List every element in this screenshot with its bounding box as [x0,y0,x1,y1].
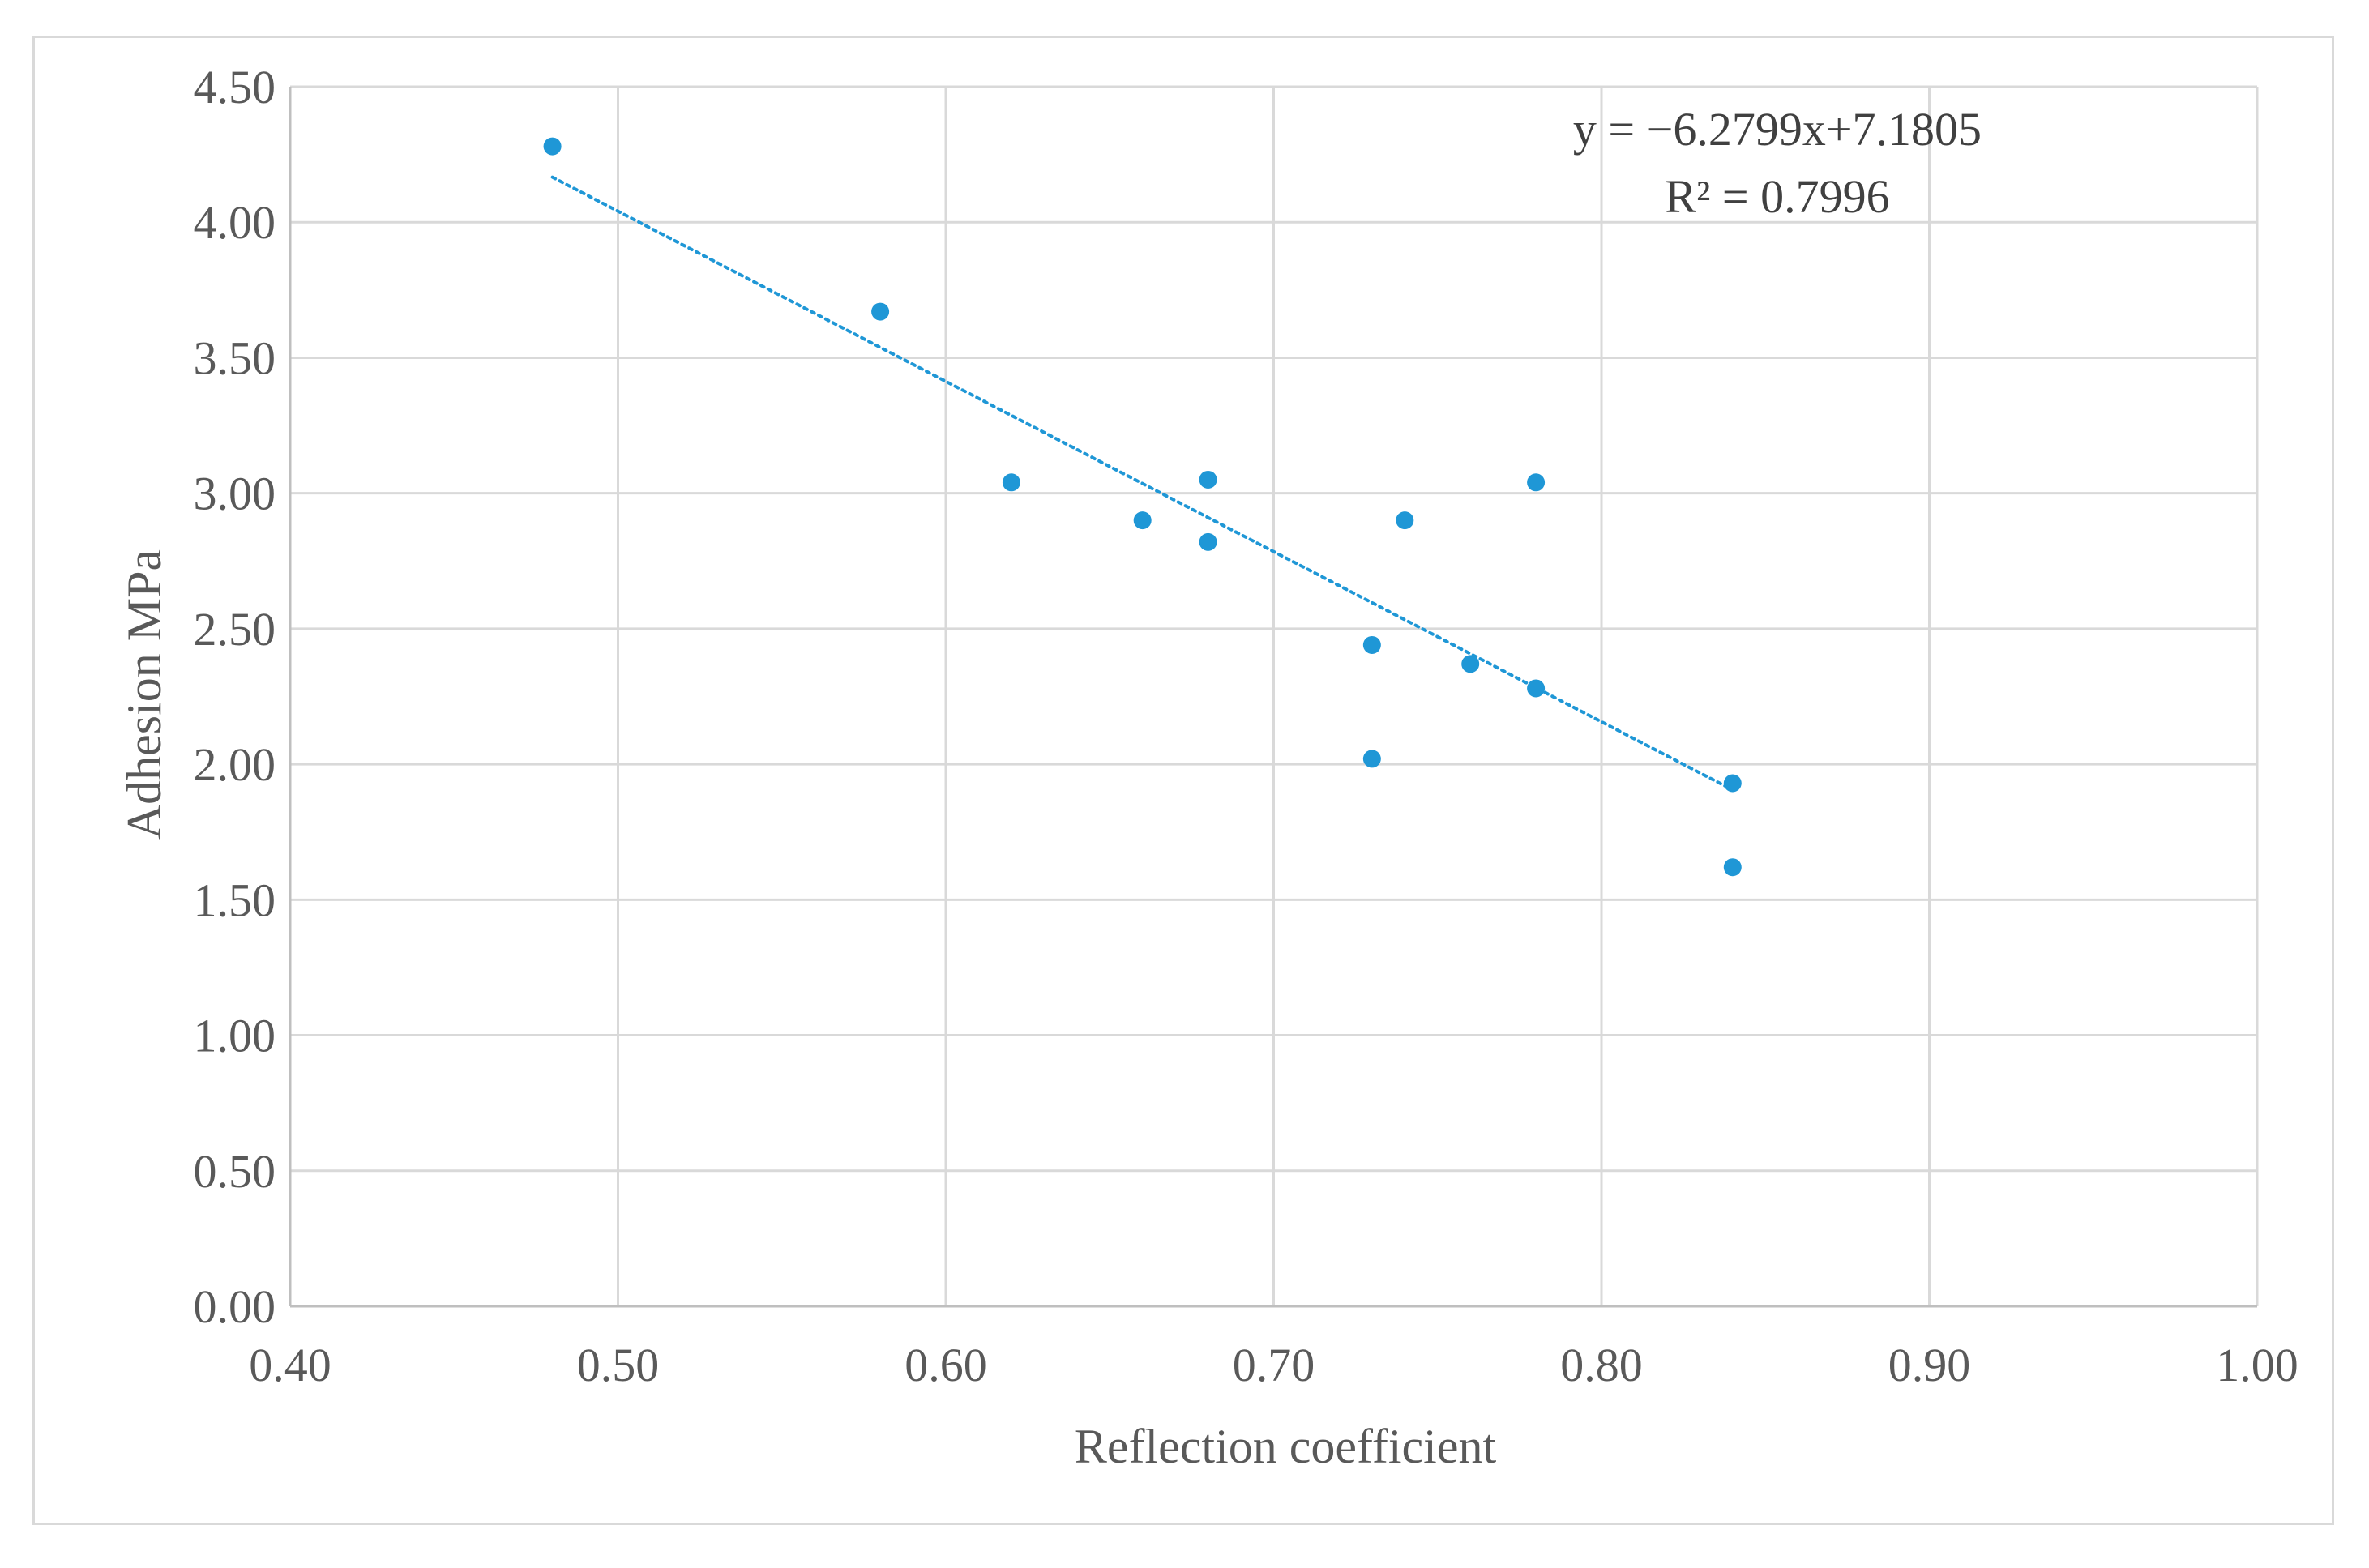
y-tick-label: 0.50 [194,1145,276,1198]
data-point [543,137,562,156]
data-point [1461,655,1480,673]
y-tick-label: 2.50 [194,603,276,656]
axes [289,87,2257,1308]
y-axis-title: Adhesion MPa [118,549,171,840]
gridlines [290,85,2259,1306]
x-tick-label: 0.50 [577,1339,660,1391]
y-tick-label: 3.00 [194,468,276,520]
chart-frame: 0.00 0.50 1.00 1.50 2.00 2.50 3.00 3.50 4.00 4.50… [32,36,2334,1525]
data-point [1362,750,1381,768]
data-points [543,137,1742,877]
data-point [1199,470,1217,489]
x-tick-label: 0.60 [904,1339,987,1391]
data-point [1723,774,1742,793]
data-point [871,302,890,321]
data-point [1133,511,1152,530]
x-tick-label: 0.80 [1560,1339,1643,1391]
trendline-layer [550,175,1734,792]
x-tick-label: 0.40 [249,1339,331,1391]
y-tick-label: 1.50 [194,874,276,926]
data-point [1362,635,1381,654]
data-point [1723,858,1742,877]
trendline [550,175,1734,792]
data-point [1527,679,1546,698]
trendline-r-squared: R² = 0.7996 [1665,170,1889,223]
x-tick-label: 0.90 [1888,1339,1971,1391]
y-tick-label: 4.50 [194,61,276,113]
tick-labels: 0.00 0.50 1.00 1.50 2.00 2.50 3.00 3.50 4.00 4.50… [194,61,2298,1391]
x-tick-label: 0.70 [1233,1339,1315,1391]
y-tick-label: 3.50 [194,331,276,384]
x-axis-title: Reflection coefficient [1075,1420,1497,1473]
data-point [1527,473,1546,492]
trendline-equation: y = −6.2799x+7.1805 [1573,103,1982,156]
y-tick-label: 4.00 [194,196,276,249]
y-tick-label: 2.00 [194,738,276,791]
y-tick-label: 0.00 [194,1280,276,1333]
data-point [1002,473,1020,492]
x-tick-label: 1.00 [2216,1339,2298,1391]
y-tick-label: 1.00 [194,1010,276,1062]
data-point [1396,511,1414,530]
scatter-chart: 0.00 0.50 1.00 1.50 2.00 2.50 3.00 3.50 4.00 4.50… [118,61,2298,1473]
data-point [1199,532,1217,551]
